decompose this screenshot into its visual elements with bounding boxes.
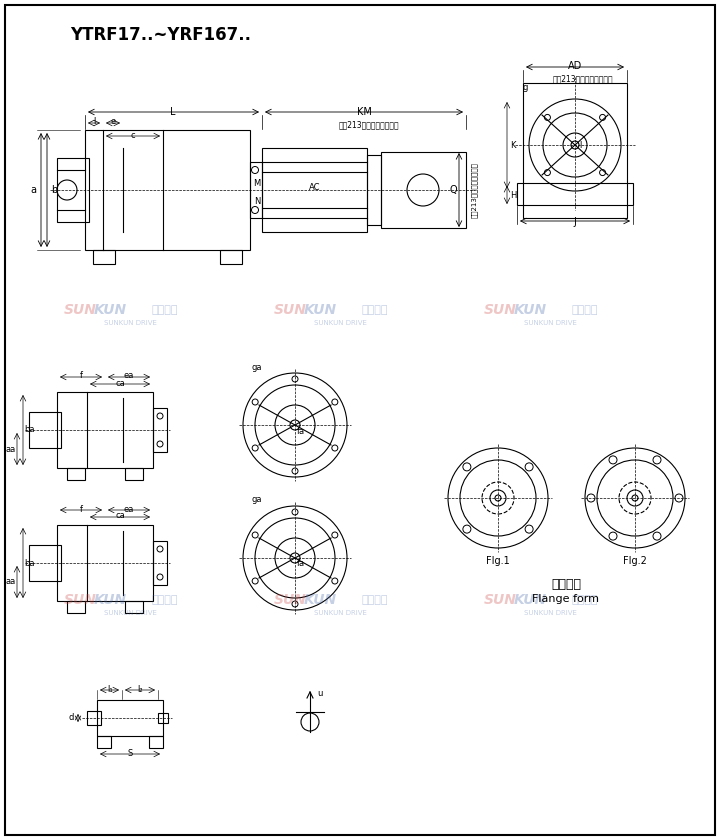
Text: SUNKUN DRIVE: SUNKUN DRIVE [523,320,577,326]
Bar [67,468,85,480]
Bar [250,162,262,218]
Text: ba: ba [24,426,35,434]
Text: SUN: SUN [274,593,307,607]
Text: SUN: SUN [274,303,307,317]
Bar [57,392,153,468]
Text: AD: AD [568,61,582,71]
Bar [85,130,250,250]
Text: KUN: KUN [303,593,336,607]
Text: J: J [574,217,577,227]
Bar [149,736,163,748]
Text: f: f [79,371,83,381]
Text: M: M [253,178,261,187]
Text: aa: aa [6,444,16,454]
Text: SUN: SUN [484,303,516,317]
Bar [97,700,163,736]
Text: L: L [170,107,176,117]
Bar [381,152,466,228]
Text: 上坤传动: 上坤传动 [572,305,598,315]
Text: ea: ea [124,371,134,381]
Text: 上坤传动: 上坤传动 [152,595,179,605]
Text: KUN: KUN [94,593,127,607]
Text: ba: ba [24,559,35,568]
Bar [57,525,153,601]
Text: 上坤传动: 上坤传动 [361,595,388,605]
Text: e: e [110,118,116,127]
Bar [29,545,61,581]
Text: ca: ca [115,512,125,521]
Text: ea: ea [124,505,134,513]
Text: KUN: KUN [303,303,336,317]
Text: H: H [510,191,516,199]
Text: FIg.2: FIg.2 [623,556,647,566]
Bar [97,736,111,748]
Text: l₁: l₁ [107,685,113,695]
Text: SUNKUN DRIVE: SUNKUN DRIVE [523,610,577,616]
Bar [93,250,115,264]
Text: fa: fa [297,559,305,569]
Text: SUNKUN DRIVE: SUNKUN DRIVE [104,320,156,326]
Bar [153,541,167,585]
Text: f: f [79,505,83,513]
Text: fa: fa [297,427,305,435]
Text: SUN: SUN [63,593,96,607]
Text: KUN: KUN [513,303,546,317]
Text: l₂: l₂ [138,685,143,695]
Bar [220,250,242,264]
Bar [523,83,627,218]
Text: l: l [93,118,95,127]
Text: KM: KM [356,107,372,117]
Bar [29,412,61,448]
Text: ga: ga [252,496,262,505]
Text: c: c [131,130,135,139]
Text: KUN: KUN [513,593,546,607]
Text: YTRF17..~YRF167..: YTRF17..~YRF167.. [70,26,251,44]
Bar [125,601,143,613]
Text: aa: aa [6,578,16,586]
Text: SUN: SUN [484,593,516,607]
Text: K: K [510,140,516,150]
Text: b: b [51,185,57,195]
Bar [367,155,381,225]
Text: FIg.1: FIg.1 [486,556,510,566]
Text: 上坤传动: 上坤传动 [152,305,179,315]
Bar [262,148,367,232]
Bar [153,408,167,452]
Text: 见第213页附录电机尺寸表: 见第213页附录电机尺寸表 [471,162,477,218]
Text: 上坤传动: 上坤传动 [361,305,388,315]
Text: Flange form: Flange form [533,594,600,604]
Text: a: a [30,185,36,195]
Text: ga: ga [252,363,262,371]
Text: KUN: KUN [94,303,127,317]
Bar [67,601,85,613]
Text: u: u [318,690,323,699]
Text: ca: ca [115,379,125,387]
Text: SUNKUN DRIVE: SUNKUN DRIVE [104,610,156,616]
Text: 见第213页附录电机尺寸表: 见第213页附录电机尺寸表 [338,120,400,129]
Text: SUN: SUN [63,303,96,317]
Bar [57,158,89,222]
Text: g: g [522,82,528,92]
Text: 见第213页附录电机尺寸表: 见第213页附录电机尺寸表 [553,75,613,83]
Text: S: S [127,749,132,759]
Bar [87,711,101,725]
Text: d: d [68,713,73,722]
Text: Q: Q [449,185,456,195]
Bar [125,468,143,480]
Text: SUNKUN DRIVE: SUNKUN DRIVE [314,610,366,616]
Bar [158,713,168,723]
Text: AC: AC [310,183,320,192]
Text: l: l [579,140,581,150]
Bar [517,183,633,205]
Text: 法兰型式: 法兰型式 [551,579,581,591]
Text: 上坤传动: 上坤传动 [572,595,598,605]
Text: N: N [254,197,260,207]
Text: SUNKUN DRIVE: SUNKUN DRIVE [314,320,366,326]
